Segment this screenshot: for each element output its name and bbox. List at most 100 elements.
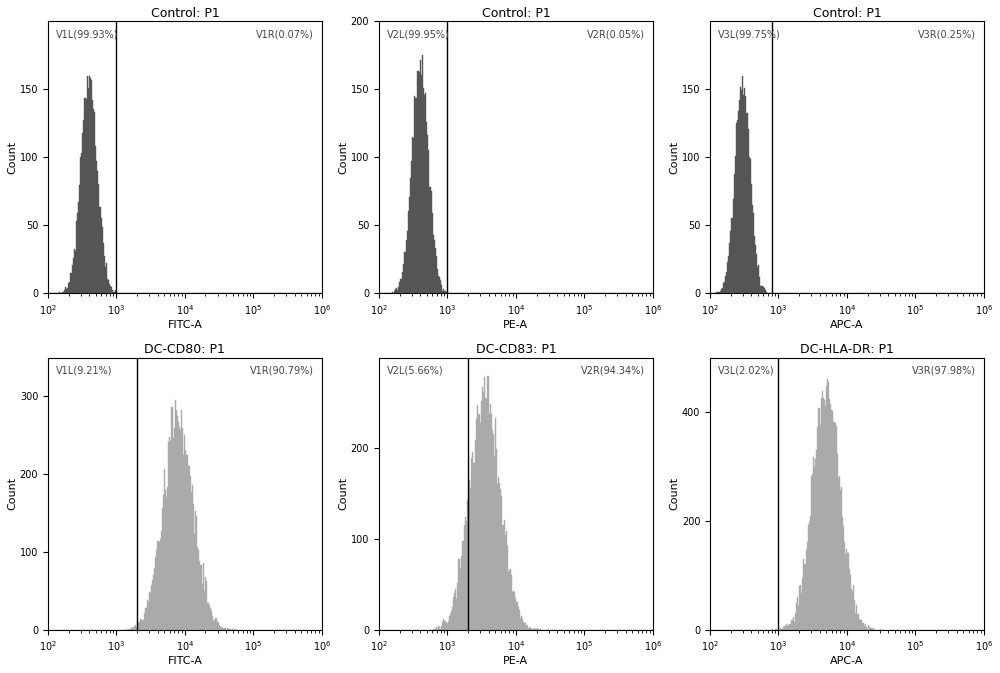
Bar [530,627,531,630]
Bar [165,490,166,630]
Bar [717,292,719,293]
Bar [413,137,414,293]
Bar [95,146,96,293]
Bar [515,598,516,630]
Bar [69,282,70,293]
Bar [456,599,457,630]
X-axis label: APC-A: APC-A [830,320,864,330]
Bar [762,286,763,293]
Bar [232,629,233,630]
Bar [839,476,840,630]
Bar [224,629,225,630]
Text: V3R(97.98%): V3R(97.98%) [912,365,976,376]
Bar [426,122,427,293]
Bar [763,287,764,293]
Bar [135,625,136,630]
Bar [451,611,452,630]
Bar [105,267,106,293]
Bar [184,435,185,630]
Bar [498,476,499,630]
Bar [179,427,180,630]
Bar [109,284,110,293]
Bar [72,265,73,293]
Bar [807,542,808,630]
Bar [786,625,787,630]
Bar [211,610,212,630]
Bar [63,292,64,293]
Bar [490,404,491,630]
Bar [816,450,817,630]
Bar [496,449,497,630]
Bar [402,272,403,293]
Bar [466,522,467,630]
Bar [429,187,431,293]
Bar [817,427,818,630]
Bar [477,405,478,630]
Bar [473,463,475,630]
Bar [780,628,781,630]
Bar [422,55,423,293]
Bar [164,469,165,630]
Bar [171,407,173,630]
Bar [205,577,206,630]
Bar [133,627,134,630]
Bar [869,627,870,630]
Bar [449,616,450,630]
Bar [131,629,132,630]
Bar [407,231,408,293]
Bar [79,185,80,293]
Bar [537,628,538,630]
Bar [151,585,152,630]
Bar [420,61,421,293]
Bar [808,525,809,630]
Bar [155,557,156,630]
Bar [80,157,81,293]
Bar [428,151,429,293]
Bar [505,535,506,630]
Bar [476,419,477,630]
Bar [797,598,798,630]
Bar [800,585,801,630]
Bar [209,605,210,630]
Bar [534,628,535,630]
Bar [500,489,501,630]
Bar [798,606,799,630]
Bar [220,627,221,630]
Bar [852,591,853,630]
Bar [99,207,101,293]
Bar [207,603,208,630]
Bar [528,628,529,630]
Bar [181,410,182,630]
Y-axis label: Count: Count [338,141,348,174]
Bar [859,619,860,630]
Bar [836,426,837,630]
Bar [112,290,113,293]
Bar [199,561,200,630]
Bar [809,522,810,630]
Bar [424,95,425,293]
Bar [169,437,170,630]
Bar [103,243,104,293]
Bar [828,382,829,630]
Bar [792,620,793,630]
Bar [132,629,133,630]
Bar [827,380,828,630]
Bar [194,534,195,630]
Bar [438,277,439,293]
Bar [202,584,203,630]
Bar [438,627,439,630]
Bar [806,550,807,630]
Bar [734,174,735,293]
Bar [208,603,209,630]
Bar [508,572,509,630]
Bar [452,607,453,630]
Bar [826,386,827,630]
Bar [223,629,224,630]
Bar [163,495,164,630]
Bar [485,398,486,630]
Bar [765,290,766,293]
Bar [480,423,481,630]
Bar [858,614,859,630]
Bar [481,401,482,630]
Bar [77,213,78,293]
